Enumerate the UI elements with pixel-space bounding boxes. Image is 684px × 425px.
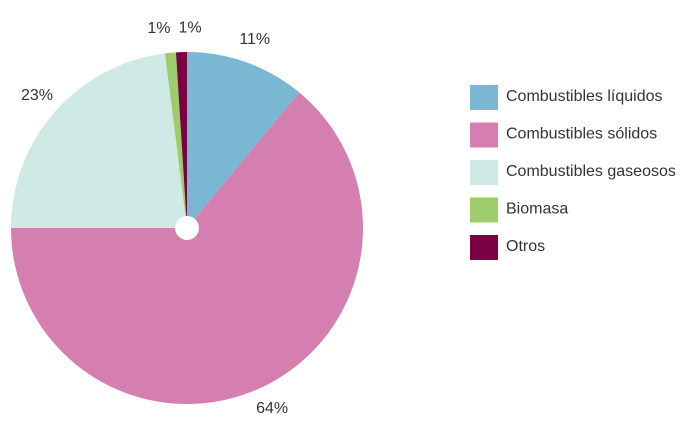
legend-swatch (470, 197, 498, 223)
legend-swatch (470, 160, 498, 185)
slice-label: 1% (147, 20, 170, 37)
legend-swatch (470, 122, 498, 148)
legend-label: Otros (506, 238, 545, 255)
pie-slice (164, 52, 187, 229)
center-hole (175, 216, 199, 240)
legend-label: Combustibles sólidos (506, 126, 657, 143)
legend-label: Biomasa (506, 201, 568, 218)
pie-slice (11, 92, 363, 405)
pie-slice (175, 52, 187, 228)
slice-label: 1% (178, 19, 201, 36)
pie-slice (187, 52, 300, 228)
slice-label: 23% (21, 87, 53, 104)
legend-label: Combustibles gaseosos (506, 163, 676, 180)
pie-slice (11, 53, 187, 228)
legend-swatch (470, 235, 498, 260)
slice-label: 11% (239, 31, 270, 48)
legend-label: Combustibles líquidos (506, 88, 663, 105)
legend-swatch (470, 85, 498, 110)
slice-label: 64% (256, 400, 288, 417)
